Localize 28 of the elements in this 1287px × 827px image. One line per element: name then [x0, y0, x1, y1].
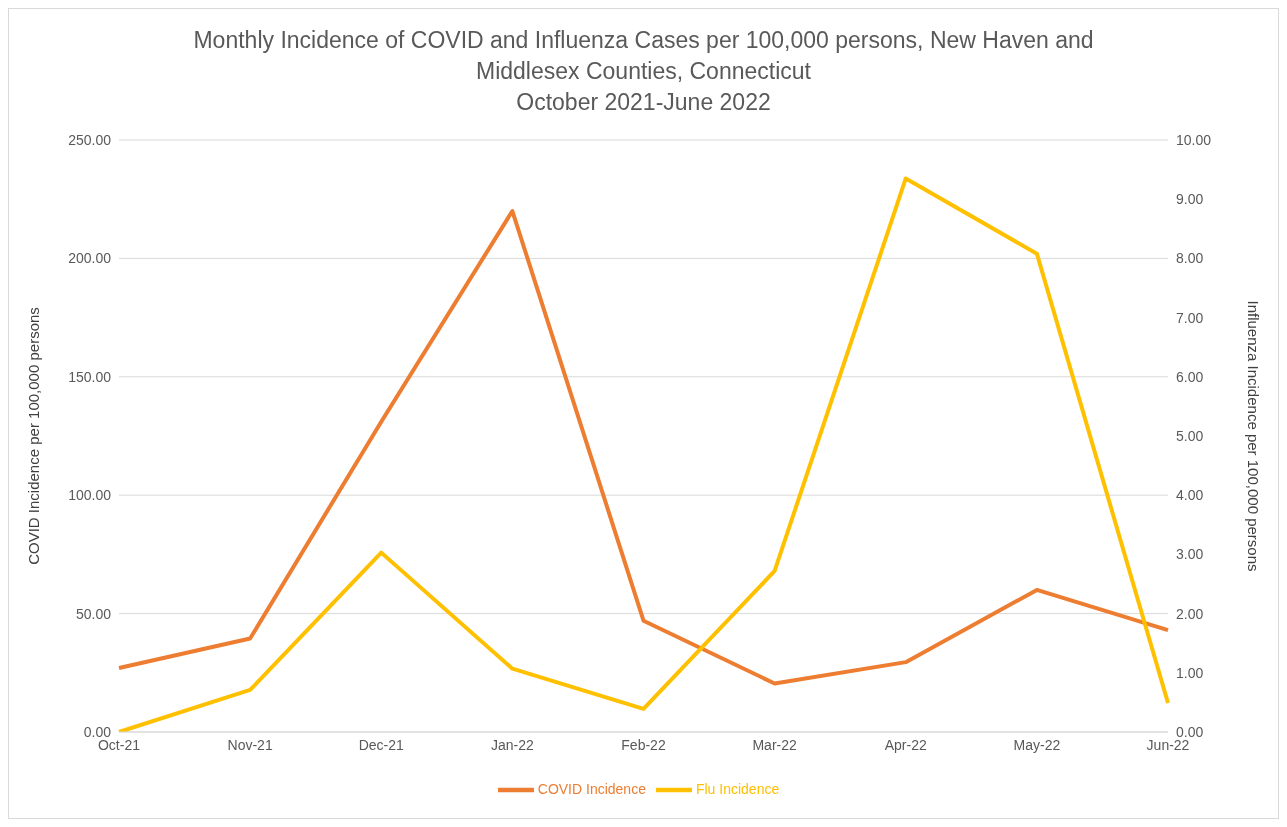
y2-tick-label: 9.00	[1176, 191, 1204, 208]
y2-tick-label: 1.00	[1176, 664, 1204, 681]
y-tick-label: 150.00	[68, 368, 112, 385]
x-tick-label: May-22	[1013, 736, 1061, 753]
y2-tick-label: 7.00	[1176, 309, 1204, 326]
x-tick-label: Dec-21	[358, 736, 405, 753]
x-tick-label: Apr-22	[884, 736, 927, 753]
x-tick-label: Nov-21	[227, 736, 273, 753]
y-tick-label: 100.00	[68, 487, 112, 504]
y2-tick-label: 3.00	[1176, 546, 1204, 563]
y2-tick-label: 10.00	[1176, 131, 1212, 148]
x-tick-label: Feb-22	[621, 736, 666, 753]
y-axis-title: COVID Incidence per 100,000 persons	[25, 307, 43, 565]
y2-tick-label: 5.00	[1176, 427, 1204, 444]
x-tick-label: Mar-22	[752, 736, 797, 753]
y2-tick-label: 8.00	[1176, 250, 1204, 267]
y2-tick-label: 4.00	[1176, 487, 1204, 504]
chart-title: Monthly Incidence of COVID and Influenza Cases per 100,000 persons, New Haven and Middlesex Counties, Connecticut	[192, 26, 1095, 86]
y-tick-label: 250.00	[68, 131, 112, 148]
y2-axis-title: Influenza Incidence per 100,000 persons	[1244, 300, 1262, 572]
y-tick-label: 50.00	[75, 605, 112, 622]
y2-tick-label: 2.00	[1176, 605, 1204, 622]
chart-subtitle: October 2021-June 2022	[515, 88, 772, 117]
y2-tick-label: 6.00	[1176, 368, 1204, 385]
y-tick-label: 200.00	[68, 250, 112, 267]
legend-label: COVID Incidence	[537, 780, 646, 797]
legend-label: Flu Incidence	[695, 780, 780, 797]
x-tick-label: Jan-22	[490, 736, 534, 753]
